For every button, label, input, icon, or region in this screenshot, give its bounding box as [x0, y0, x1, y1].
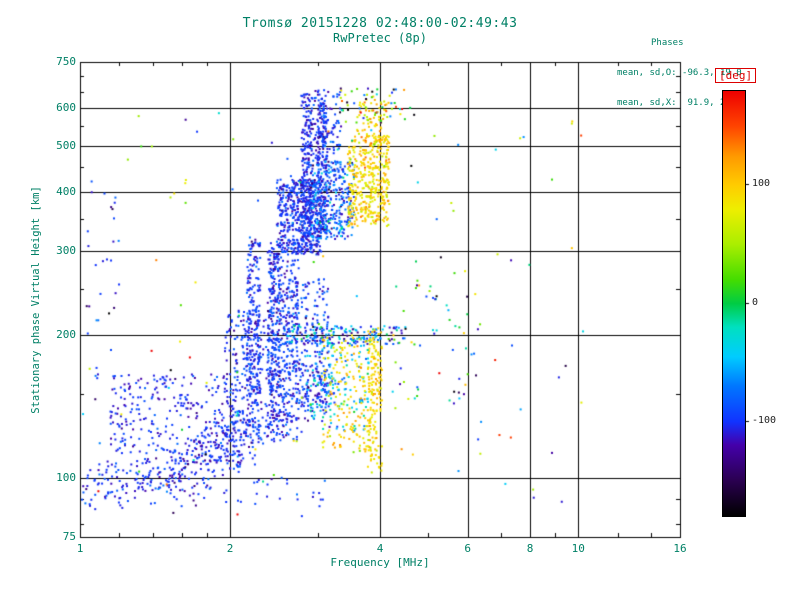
x-tick-label-4: 4 [376, 542, 384, 555]
phase-stats-header: Phases [651, 38, 684, 48]
x-axis-label: Frequency [MHz] [330, 556, 430, 569]
x-tick-label-8: 8 [526, 542, 534, 555]
y-tick-label-200: 200 [56, 327, 76, 341]
y-tick-label-300: 300 [56, 244, 76, 258]
x-tick-label-2: 2 [226, 542, 234, 555]
y-tick-label-400: 400 [56, 184, 76, 198]
phase-stats-o-mode: mean, sd,O: -96.3, 19.0 [617, 68, 742, 78]
y-tick-label-75: 75 [62, 530, 76, 543]
colorbar-tick-label-0: 0 [752, 296, 759, 308]
y-tick-label-600: 600 [56, 101, 76, 115]
x-tick-label-1: 1 [76, 542, 84, 555]
colorbar-tick-label-100: 100 [752, 178, 771, 190]
x-tick-label-16: 16 [673, 542, 687, 555]
colorbar-unit-label: [deg] [715, 68, 757, 83]
y-tick-label-500: 500 [56, 138, 76, 152]
colorbar-tick-label--100: -100 [752, 414, 777, 426]
x-tick-label-6: 6 [464, 542, 472, 555]
colorbar [722, 90, 746, 517]
x-tick-label-10: 10 [571, 542, 585, 555]
y-tick-label-750: 750 [56, 55, 76, 68]
plot-subtitle: RwPretec (8p) [333, 31, 427, 45]
plot-title: Tromsø 20151228 02:48:00-02:49:43 [242, 16, 518, 31]
y-axis-label: Stationary phase Virtual Height [km] [30, 186, 42, 414]
y-tick-label-100: 100 [56, 470, 76, 484]
